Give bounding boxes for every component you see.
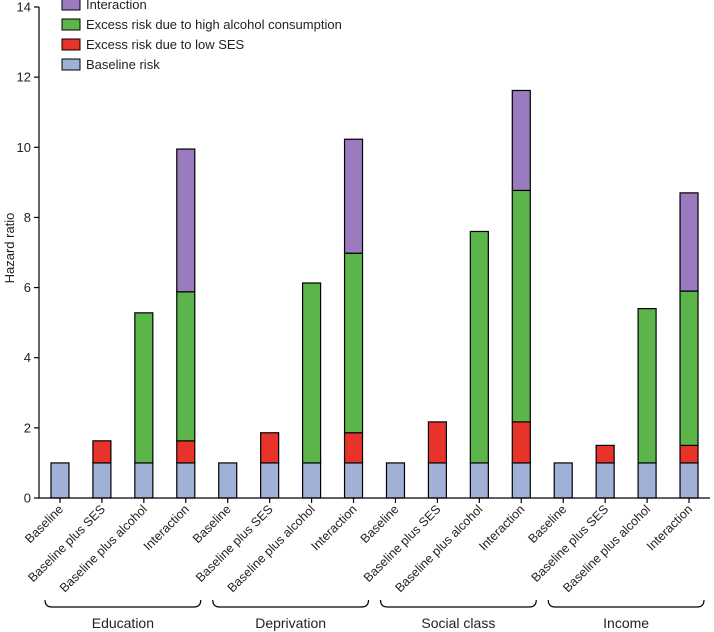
y-tick-label: 8 bbox=[24, 210, 31, 225]
bar-segment-baseline bbox=[385, 462, 406, 499]
x-tick-label: Baseline plus SES bbox=[25, 502, 108, 585]
bar-segment-baseline bbox=[134, 462, 154, 499]
group-deprivation bbox=[218, 138, 364, 499]
bar-segment-ses bbox=[260, 432, 280, 464]
bar-segment-ses bbox=[595, 444, 615, 464]
group-education bbox=[50, 148, 196, 499]
bar-segment-baseline bbox=[553, 462, 573, 499]
group-bracket bbox=[547, 599, 705, 608]
x-tick-label: Baseline plus SES bbox=[361, 502, 444, 585]
bar-segment-baseline bbox=[50, 462, 70, 499]
group-label: Deprivation bbox=[255, 615, 326, 631]
x-tick-label: Interaction bbox=[141, 502, 192, 553]
y-tick-label: 4 bbox=[24, 350, 31, 365]
bar-segment-alcohol bbox=[637, 308, 657, 464]
legend-label-ses: Excess risk due to low SES bbox=[86, 37, 245, 52]
bar-segment-interaction bbox=[176, 148, 196, 293]
y-axis-label: Hazard ratio bbox=[2, 213, 17, 284]
group-label: Education bbox=[92, 615, 154, 631]
legend-swatch-interaction bbox=[61, 0, 81, 11]
legend-swatch-baseline bbox=[61, 58, 81, 71]
bar-segment-baseline bbox=[637, 462, 657, 499]
group-brackets: Education Deprivation Social class Income bbox=[44, 599, 705, 631]
bars bbox=[50, 89, 699, 499]
y-tick-label: 14 bbox=[17, 0, 31, 15]
x-tick-label: Interaction bbox=[308, 502, 359, 553]
bar-segment-ses bbox=[511, 421, 531, 464]
bar-segment-alcohol bbox=[511, 189, 531, 423]
bar-segment-ses bbox=[176, 440, 196, 464]
bar-segment-baseline bbox=[511, 462, 531, 499]
y-tick-label: 2 bbox=[24, 420, 31, 435]
legend-swatch-ses bbox=[61, 38, 81, 51]
legend: Interaction Excess risk due to high alcoh… bbox=[61, 0, 342, 72]
x-tick-label: Interaction bbox=[476, 502, 527, 553]
bar-segment-baseline bbox=[343, 462, 364, 499]
bar-segment-baseline bbox=[301, 462, 322, 499]
legend-label-alcohol: Excess risk due to high alcohol consumpt… bbox=[86, 17, 342, 32]
group-income bbox=[553, 192, 699, 499]
legend-label-baseline: Baseline risk bbox=[86, 57, 160, 72]
bar-segment-ses bbox=[343, 432, 364, 464]
group-social-class bbox=[385, 89, 531, 499]
bar-segment-ses bbox=[427, 421, 448, 464]
bar-segment-interaction bbox=[679, 192, 699, 292]
y-tick-label: 6 bbox=[24, 280, 31, 295]
x-tick-label: Baseline plus SES bbox=[529, 502, 612, 585]
group-label: Income bbox=[603, 615, 649, 631]
bar-segment-baseline bbox=[469, 462, 489, 499]
group-bracket bbox=[379, 599, 537, 608]
group-label: Social class bbox=[421, 615, 495, 631]
legend-swatch-alcohol bbox=[61, 18, 81, 31]
bar-segment-baseline bbox=[595, 462, 615, 499]
group-bracket bbox=[44, 599, 202, 608]
x-tick-label: Baseline plus SES bbox=[193, 502, 276, 585]
bar-segment-alcohol bbox=[679, 290, 699, 446]
x-tick-label: Interaction bbox=[644, 502, 695, 553]
bar-segment-ses bbox=[679, 444, 699, 464]
bar-segment-baseline bbox=[92, 462, 112, 499]
bar-segment-baseline bbox=[176, 462, 196, 499]
bar-segment-alcohol bbox=[301, 282, 322, 464]
legend-label-interaction: Interaction bbox=[86, 0, 147, 12]
y-axis: 0 2 4 6 8 10 12 14 bbox=[17, 0, 40, 506]
bar-segment-alcohol bbox=[469, 230, 489, 464]
bar-segment-alcohol bbox=[343, 252, 364, 434]
y-tick-label: 0 bbox=[24, 491, 31, 506]
y-tick-label: 10 bbox=[17, 140, 31, 155]
bar-segment-baseline bbox=[679, 462, 699, 499]
group-bracket bbox=[212, 599, 370, 608]
bar-segment-interaction bbox=[343, 138, 364, 254]
bar-segment-alcohol bbox=[176, 291, 196, 442]
y-tick-label: 12 bbox=[17, 70, 31, 85]
bar-segment-alcohol bbox=[134, 312, 154, 464]
bar-segment-baseline bbox=[260, 462, 280, 499]
bar-segment-baseline bbox=[427, 462, 448, 499]
bar-segment-baseline bbox=[218, 462, 238, 499]
bar-segment-ses bbox=[92, 440, 112, 464]
bar-segment-interaction bbox=[511, 89, 531, 192]
